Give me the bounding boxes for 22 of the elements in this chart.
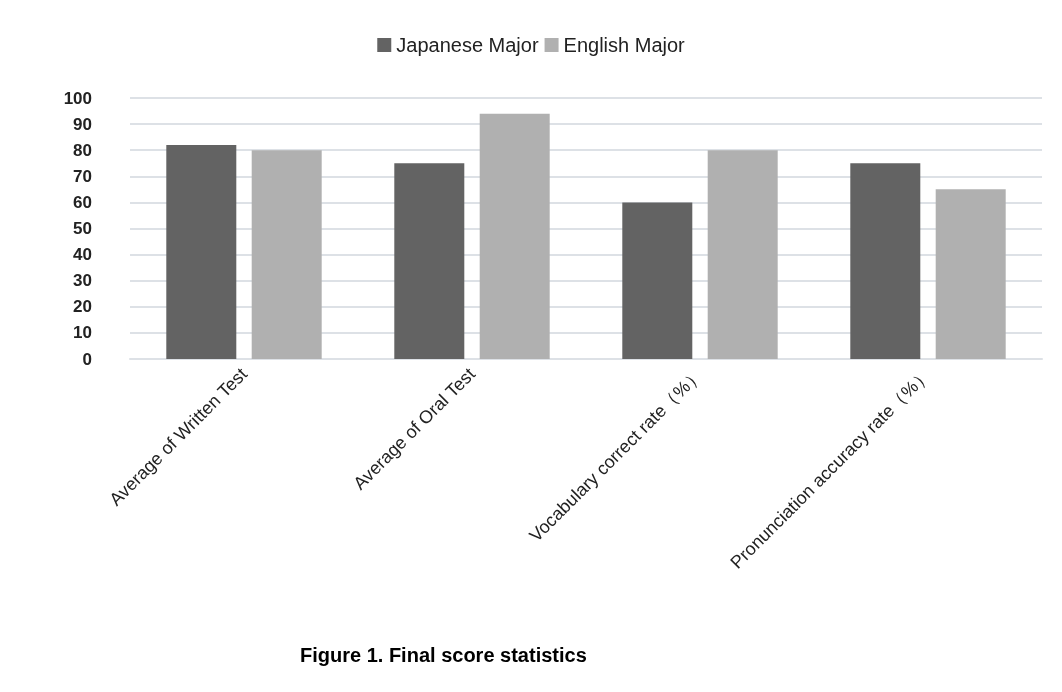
y-tick-label: 90: [73, 114, 92, 134]
y-tick-label: 100: [63, 88, 92, 108]
y-tick-label: 20: [73, 297, 92, 317]
legend-label: Japanese Major: [396, 34, 539, 56]
bar: [935, 189, 1006, 359]
bar: [707, 150, 778, 359]
bar: [394, 163, 465, 359]
bar: [479, 113, 550, 359]
bar: [251, 150, 322, 359]
y-tick-label: 40: [73, 245, 92, 265]
y-tick-label: 60: [73, 192, 92, 212]
y-tick-label: 50: [73, 219, 92, 238]
y-tick-label: 70: [73, 166, 92, 186]
y-tick-label: 80: [73, 140, 92, 160]
y-tick-label: 30: [73, 271, 92, 291]
legend-label: English Major: [563, 34, 686, 56]
text: Figure 1. Final score statistics: [300, 644, 587, 666]
bar: [166, 144, 237, 359]
bar: [622, 202, 693, 359]
y-tick-label: 10: [73, 323, 92, 343]
y-tick-label: 0: [82, 349, 92, 369]
bar: [850, 163, 921, 359]
